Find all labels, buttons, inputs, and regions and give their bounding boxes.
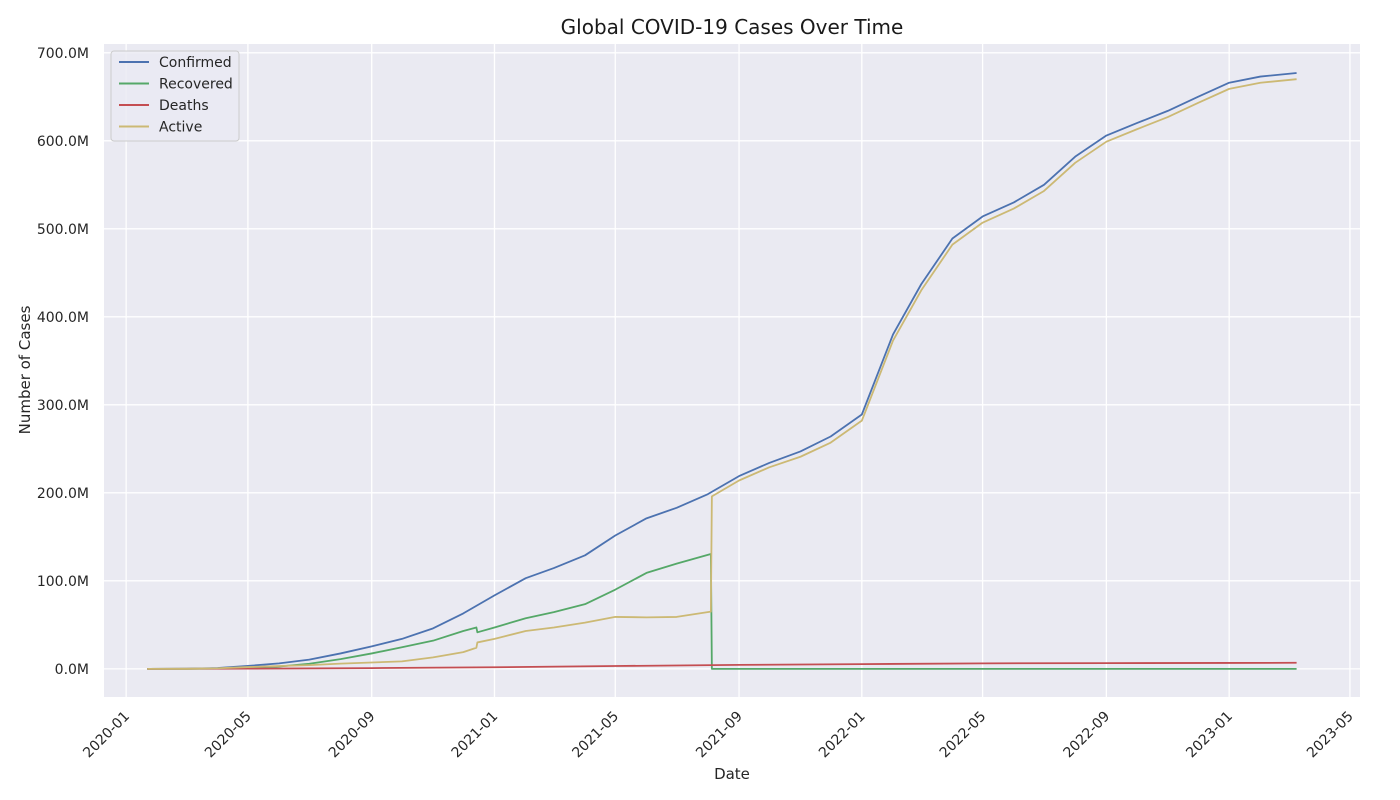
plot-area [104,44,1360,697]
y-tick-label: 500.0M [37,222,89,238]
y-tick-label: 100.0M [37,574,89,590]
legend: Confirmed Recovered Deaths Active [110,50,240,142]
legend-label-recovered: Recovered [159,77,233,93]
chart-title: Global COVID-19 Cases Over Time [561,15,904,39]
x-tick-label: 2021-05 [569,709,622,762]
x-tick-label: 2020-01 [80,709,133,762]
x-tick-label: 2020-05 [202,709,255,762]
legend-label-deaths: Deaths [159,98,209,114]
y-tick-label: 700.0M [37,46,89,62]
x-tick-label: 2023-05 [1304,709,1357,762]
y-axis: 0.0M 100.0M 200.0M 300.0M 400.0M 500.0M 600.0M… [37,46,89,678]
series-line-deaths [147,661,1297,670]
x-tick-label: 2020-09 [326,709,379,762]
series-line-confirmed [147,72,1297,670]
x-axis-label: Date [714,765,750,783]
x-tick-label: 2021-09 [693,709,746,762]
y-axis-label: Number of Cases [16,305,34,434]
legend-label-active: Active [159,120,202,136]
x-tick-label: 2021-01 [449,709,502,762]
x-tick-label: 2022-05 [937,709,990,762]
y-tick-label: 200.0M [37,486,89,502]
y-tick-label: 0.0M [55,662,89,678]
x-tick-label: 2023-01 [1183,709,1236,762]
x-tick-label: 2022-01 [816,709,869,762]
legend-label-confirmed: Confirmed [159,55,232,71]
y-tick-label: 600.0M [37,134,89,150]
x-axis: 2020-01 2020-05 2020-09 2021-01 2021-05 2021-… [80,709,1356,762]
series-layer [147,72,1297,670]
series-line-active [147,78,1297,670]
legend-box [110,50,240,142]
y-tick-label: 300.0M [37,398,89,414]
y-tick-label: 400.0M [37,310,89,326]
x-tick-label: 2022-09 [1061,709,1114,762]
